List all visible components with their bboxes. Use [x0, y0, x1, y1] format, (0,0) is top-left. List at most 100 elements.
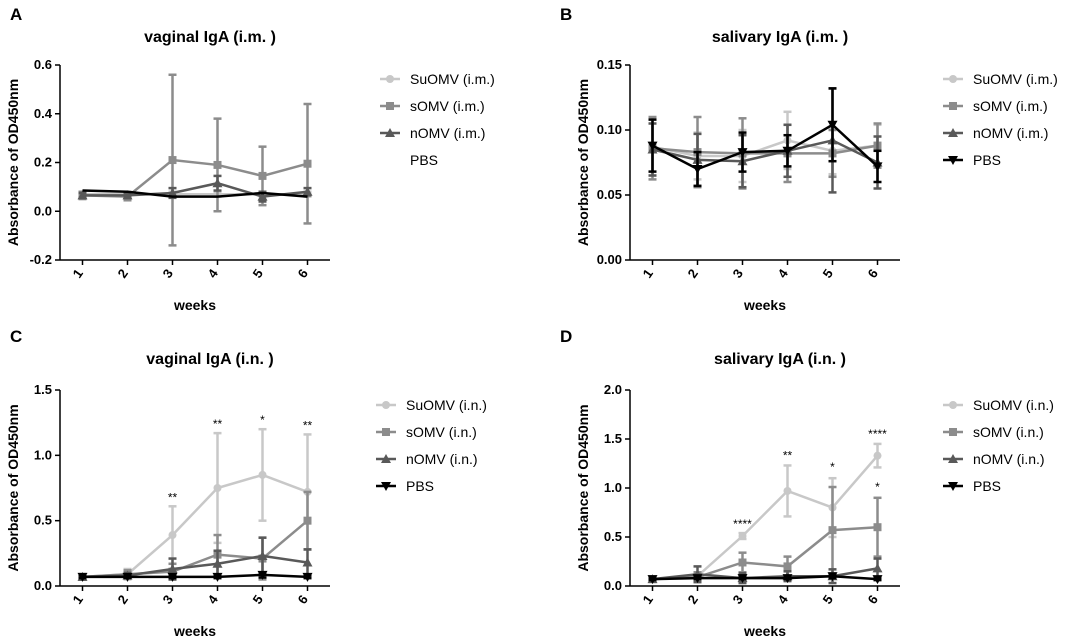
x-axis-title: weeks — [743, 623, 786, 638]
legend-label: SuOMV (i.n.) — [973, 397, 1054, 413]
legend-marker — [382, 428, 390, 436]
significance-marker: * — [875, 480, 880, 494]
series-line — [82, 189, 308, 198]
x-tick-label: 6 — [295, 592, 311, 607]
data-point — [302, 572, 313, 582]
data-point — [77, 190, 88, 200]
data-point — [303, 159, 312, 168]
x-tick-label: 4 — [205, 592, 222, 607]
x-tick-label: 1 — [70, 266, 86, 281]
x-tick-label: 5 — [820, 266, 836, 281]
legend-label: SuOMV (i.n.) — [406, 397, 487, 413]
legend-marker — [949, 401, 957, 409]
x-tick-label: 1 — [640, 592, 656, 607]
series-pbs — [77, 570, 313, 582]
panel-label: A — [10, 5, 22, 24]
legend-label: sOMV (i.n.) — [973, 424, 1044, 440]
panel-label: B — [560, 5, 572, 24]
data-point — [828, 526, 837, 535]
series-line — [652, 139, 879, 164]
series-line — [652, 139, 878, 158]
legend-entry: nOMV (i.n.) — [943, 451, 1045, 467]
series-somv — [648, 485, 882, 584]
x-tick-label: 6 — [865, 592, 881, 607]
series-line — [82, 473, 308, 579]
x-tick-label: 1 — [640, 266, 656, 281]
y-tick-label: 0.5 — [604, 529, 622, 544]
y-tick-label: 0.2 — [34, 155, 52, 170]
significance-marker: ** — [213, 417, 223, 431]
y-axis-title: Absorbance of OD450nm — [5, 404, 21, 571]
legend-entry: nOMV (i.m.) — [380, 125, 485, 141]
legend-label: nOMV (i.m.) — [973, 125, 1048, 141]
legend-entry: SuOMV (i.m.) — [943, 71, 1058, 87]
chart-title: salivary IgA (i.m. ) — [712, 29, 848, 46]
x-axis-title: weeks — [743, 297, 786, 313]
legend-marker — [381, 482, 391, 491]
legend-marker — [386, 102, 394, 110]
y-tick-label: 0.15 — [597, 57, 622, 72]
x-tick-label: 3 — [730, 266, 746, 281]
data-point — [257, 570, 268, 580]
x-tick-label: 5 — [250, 592, 266, 607]
data-point — [258, 470, 267, 479]
data-point — [783, 562, 792, 571]
y-tick-label: 2.0 — [604, 382, 622, 397]
y-tick-label: 0.4 — [34, 106, 53, 121]
significance-marker: * — [830, 460, 835, 474]
y-tick-label: 0.5 — [34, 513, 52, 528]
panel-label: D — [560, 327, 572, 346]
series-pbs — [647, 87, 883, 188]
legend-marker — [948, 156, 958, 165]
data-point — [212, 558, 223, 568]
data-point — [302, 557, 313, 567]
series-line — [82, 181, 308, 198]
data-point — [212, 178, 223, 188]
data-point — [213, 160, 222, 169]
legend-marker — [949, 428, 957, 436]
legend-marker — [949, 102, 957, 110]
data-point — [827, 120, 838, 130]
legend-label: PBS — [406, 478, 434, 494]
data-point — [257, 550, 268, 560]
series-pbs — [647, 572, 883, 585]
significance-marker: ** — [168, 490, 178, 504]
series-somv — [78, 73, 312, 247]
data-point — [258, 171, 267, 180]
x-tick-label: 2 — [115, 592, 131, 607]
data-point — [302, 186, 313, 196]
data-point — [873, 523, 882, 532]
series-line — [652, 144, 878, 155]
legend-label: PBS — [973, 478, 1001, 494]
x-tick-label: 4 — [205, 266, 222, 281]
legend-entry: nOMV (i.m.) — [943, 125, 1048, 141]
legend-marker — [385, 128, 395, 137]
x-axis-title: weeks — [173, 297, 216, 313]
series-line — [651, 123, 879, 171]
x-tick-label: 4 — [775, 266, 792, 281]
data-point — [692, 574, 703, 584]
panel-label: C — [10, 327, 22, 346]
data-point — [872, 563, 883, 573]
series-suomv — [648, 442, 882, 584]
legend-entry: SuOMV (i.n.) — [943, 397, 1054, 413]
legend-label: sOMV (i.m.) — [410, 98, 485, 114]
chart-title: vaginal IgA (i.m. ) — [144, 29, 276, 46]
y-axis-title: Absorbance of OD450nm — [575, 404, 591, 571]
series-line — [82, 573, 308, 579]
data-point — [257, 191, 268, 201]
data-point — [872, 162, 883, 172]
data-point — [738, 558, 747, 567]
y-tick-label: 0.05 — [597, 187, 622, 202]
x-tick-label: 3 — [730, 592, 746, 607]
data-point — [167, 572, 178, 582]
legend-entry: PBS — [410, 152, 438, 168]
y-tick-label: 0.0 — [604, 578, 622, 593]
data-point — [167, 187, 178, 197]
y-tick-label: 0.6 — [34, 57, 52, 72]
x-tick-label: 5 — [820, 592, 836, 607]
x-axis-title: weeks — [173, 623, 216, 638]
x-tick-label: 5 — [250, 266, 266, 281]
data-point — [872, 575, 883, 585]
y-axis-title: Absorbance of OD450nm — [575, 79, 591, 246]
